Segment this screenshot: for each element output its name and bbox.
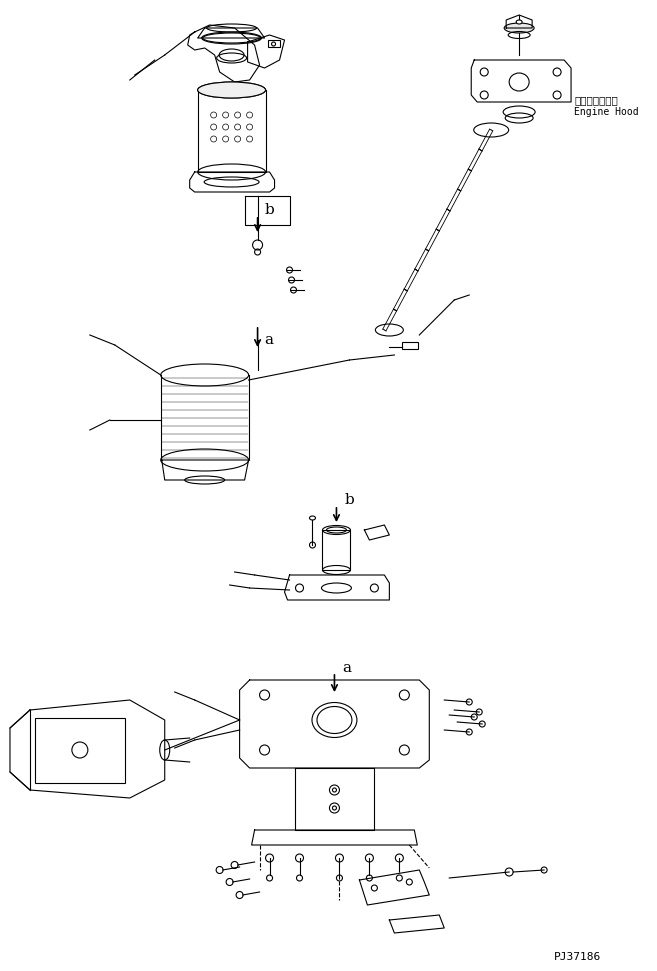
Ellipse shape <box>198 82 265 98</box>
Polygon shape <box>188 25 260 82</box>
Ellipse shape <box>504 23 534 33</box>
Bar <box>198 90 265 172</box>
Text: b: b <box>265 203 275 217</box>
Polygon shape <box>294 768 374 830</box>
Ellipse shape <box>516 20 522 24</box>
Polygon shape <box>390 915 444 933</box>
Polygon shape <box>252 830 417 845</box>
Text: PJ37186: PJ37186 <box>554 952 601 962</box>
Bar <box>267 40 279 47</box>
Polygon shape <box>162 460 248 480</box>
Polygon shape <box>198 28 265 38</box>
Polygon shape <box>506 15 532 28</box>
Polygon shape <box>471 60 571 102</box>
Polygon shape <box>248 35 284 68</box>
Ellipse shape <box>323 525 350 534</box>
Polygon shape <box>244 196 290 225</box>
Bar <box>35 718 125 783</box>
Text: a: a <box>265 333 273 347</box>
Polygon shape <box>190 172 275 192</box>
Bar <box>402 342 419 349</box>
Polygon shape <box>10 700 165 798</box>
Text: Engine Hood: Engine Hood <box>574 107 639 117</box>
Bar <box>323 530 350 570</box>
Text: エンジンフード: エンジンフード <box>574 95 618 105</box>
Polygon shape <box>359 870 429 905</box>
Polygon shape <box>365 525 390 540</box>
Polygon shape <box>240 680 429 768</box>
Text: b: b <box>344 493 354 507</box>
Polygon shape <box>284 575 390 600</box>
Text: a: a <box>342 661 351 675</box>
